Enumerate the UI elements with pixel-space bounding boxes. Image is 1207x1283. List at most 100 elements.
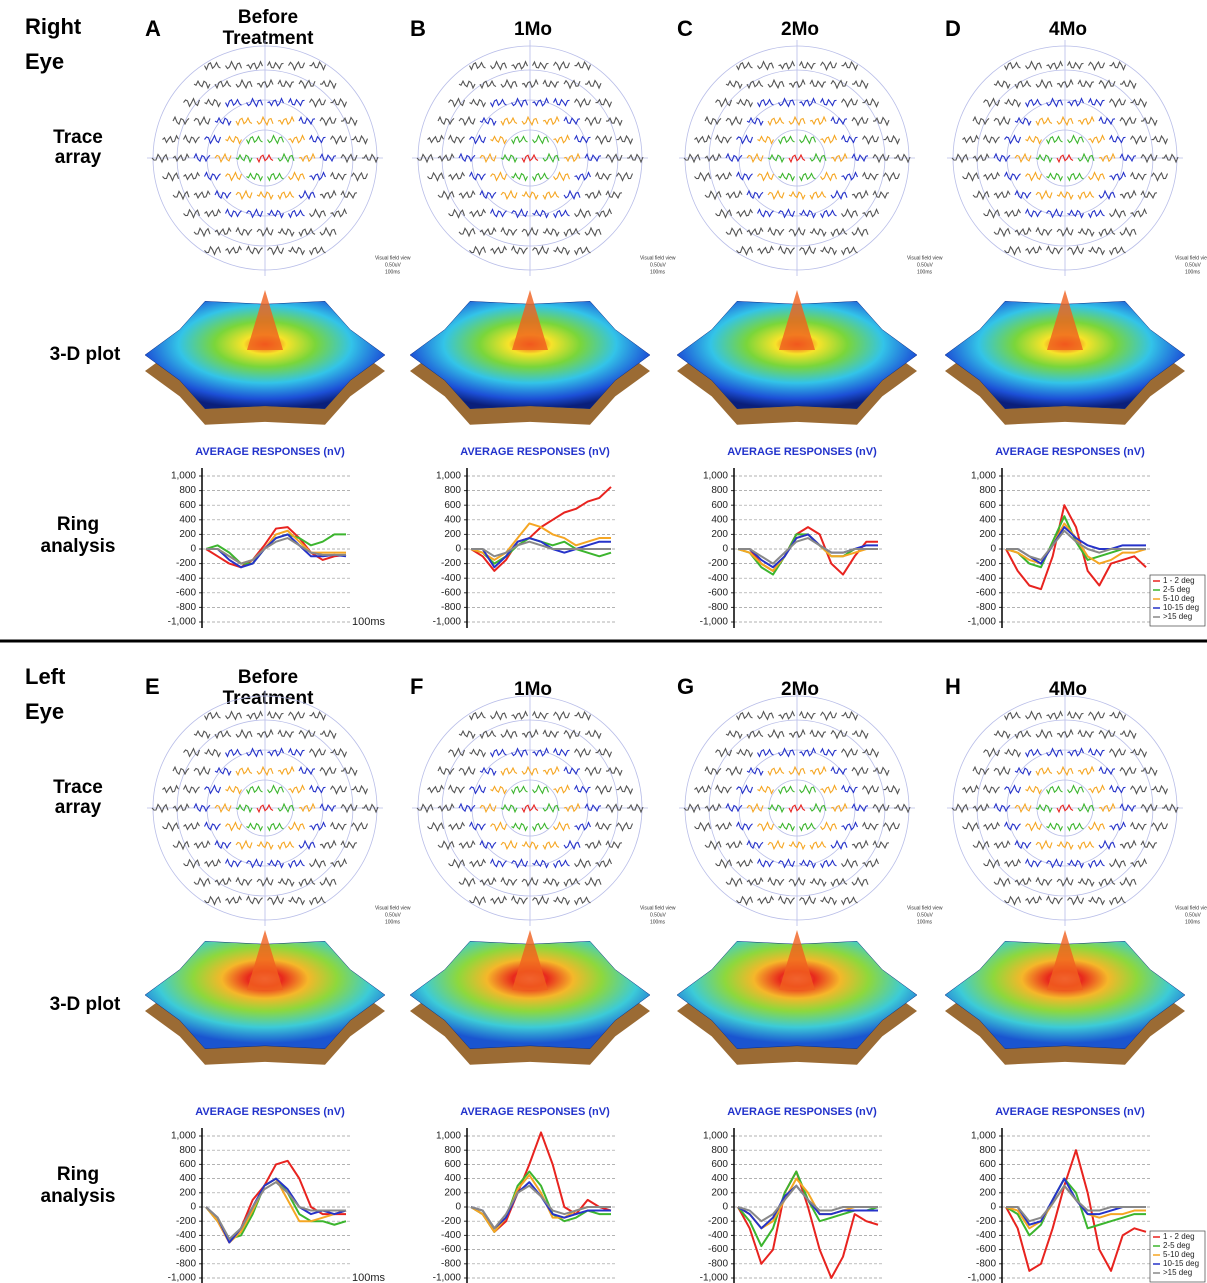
- trace: [994, 841, 1010, 848]
- trace: [758, 859, 774, 866]
- trace: [1015, 118, 1031, 125]
- trace: [617, 173, 633, 181]
- trace: [194, 191, 210, 198]
- trace: [842, 749, 858, 757]
- trace: [1152, 136, 1168, 143]
- trace: [617, 823, 633, 831]
- trace: [758, 750, 774, 757]
- trace: [236, 191, 252, 199]
- trace: [512, 173, 528, 180]
- y-tick-label: 1,000: [171, 471, 196, 482]
- trace: [1068, 786, 1084, 794]
- trace: [726, 154, 742, 161]
- y-tick-label: 600: [711, 500, 728, 511]
- trace: [1131, 786, 1147, 794]
- trace: [695, 136, 711, 143]
- trace: [564, 117, 580, 124]
- y-tick-label: -1,000: [168, 617, 197, 628]
- trace-scale: 0.50uV: [1185, 262, 1202, 268]
- trace: [491, 209, 507, 216]
- legend-label: 5-10 deg: [1163, 1250, 1195, 1259]
- y-tick-label: -800: [176, 1258, 196, 1269]
- trace: [768, 155, 784, 162]
- annotation: 100ms: [352, 1272, 386, 1283]
- trace: [236, 730, 252, 738]
- trace: [842, 823, 858, 830]
- trace: [821, 897, 837, 904]
- trace: [1047, 787, 1063, 794]
- trace: [205, 136, 221, 144]
- trace: [533, 712, 549, 719]
- trace: [1068, 136, 1084, 144]
- y-tick-label: 600: [979, 500, 996, 511]
- trace: [470, 860, 486, 867]
- trace: [289, 210, 305, 217]
- figure: RightEyeTracearray3-D plotRinganalysisLe…: [0, 0, 1207, 1283]
- trace: [884, 823, 900, 831]
- trace: [884, 136, 900, 143]
- chart-title: AVERAGE RESPONSES (nV): [195, 1106, 345, 1118]
- trace: [726, 228, 742, 236]
- y-tick-label: 0: [722, 1202, 728, 1213]
- trace: [1036, 841, 1052, 849]
- trace: [501, 155, 517, 162]
- y-tick-label: -800: [441, 1258, 461, 1269]
- trace: [459, 228, 475, 236]
- trace: [543, 229, 559, 236]
- trace: [1015, 191, 1031, 198]
- trace: [1141, 841, 1157, 848]
- trace: [543, 80, 559, 87]
- trace: [963, 823, 979, 831]
- trace: [596, 786, 612, 794]
- trace: [501, 768, 517, 775]
- trace: [842, 860, 858, 868]
- trace: [1131, 136, 1147, 144]
- panel-letter: H: [945, 674, 961, 699]
- trace: [994, 731, 1010, 738]
- trace: [310, 173, 326, 180]
- trace: [768, 80, 784, 88]
- trace-scale: Visual field view: [375, 255, 411, 261]
- trace: [596, 173, 612, 180]
- series-line: [206, 527, 346, 567]
- annotation: 100ms: [352, 616, 386, 628]
- eye-label: Left: [25, 664, 66, 689]
- section-label: array: [55, 797, 102, 818]
- trace: [994, 878, 1010, 886]
- y-tick-label: 800: [979, 1145, 996, 1156]
- y-tick-label: -1,000: [700, 617, 729, 628]
- trace: [1152, 823, 1168, 831]
- trace: [585, 81, 601, 88]
- trace: [737, 897, 753, 905]
- trace: [543, 117, 559, 124]
- trace: [1131, 99, 1147, 106]
- trace: [459, 191, 475, 198]
- trace-scale: 100ms: [1185, 919, 1201, 925]
- trace: [320, 191, 336, 198]
- trace: [564, 767, 580, 774]
- trace: [994, 154, 1010, 161]
- trace: [800, 896, 816, 904]
- trace: [512, 712, 528, 719]
- trace: [779, 137, 795, 144]
- trace: [1005, 823, 1021, 830]
- trace: [747, 841, 763, 848]
- trace: [963, 173, 979, 181]
- trace: [480, 731, 496, 738]
- trace-scale: 100ms: [917, 919, 933, 925]
- trace: [716, 823, 732, 830]
- trace: [1005, 247, 1021, 255]
- trace: [1036, 805, 1052, 812]
- panel-letter: F: [410, 674, 423, 699]
- trace: [470, 210, 486, 217]
- trace: [726, 804, 742, 811]
- series-line: [738, 1179, 878, 1229]
- trace: [1089, 62, 1105, 70]
- trace: [585, 228, 601, 236]
- trace: [1047, 823, 1063, 830]
- trace: [289, 897, 305, 904]
- trace: [963, 136, 979, 143]
- trace: [737, 136, 753, 144]
- trace: [501, 118, 517, 125]
- trace: [737, 247, 753, 255]
